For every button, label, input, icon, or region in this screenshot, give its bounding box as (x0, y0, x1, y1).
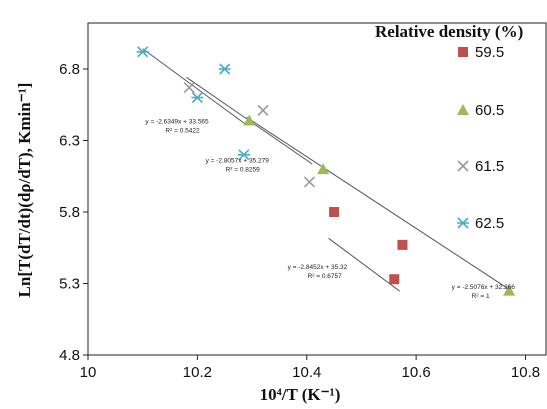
y-tick-label: 6.8 (59, 61, 80, 78)
x-tick-label: 10 (80, 364, 97, 381)
legend-title: Relative density (%) (375, 22, 523, 41)
trendline-equation: y = -2.8452x + 35.32 (288, 264, 348, 271)
data-point-59.5 (397, 239, 408, 250)
trendline-60.5 (246, 116, 510, 290)
legend-marker-59.5 (458, 47, 468, 57)
legend-marker-61.5 (457, 160, 469, 172)
legend: 59.5 60.5 61.5 62.5 (457, 44, 504, 232)
plot-area-frame (87, 22, 547, 356)
data-point-62.5 (191, 92, 204, 104)
legend-label: 59.5 (475, 44, 504, 61)
data-point-62.5 (237, 149, 250, 161)
x-axis-title: 10⁴/T (K⁻¹) (260, 385, 341, 404)
legend-marker-62.5 (457, 217, 469, 229)
y-tick-label: 4.8 (59, 347, 80, 364)
trendline-r2: R² = 0.8259 (226, 167, 261, 174)
data-point-61.5 (257, 104, 269, 117)
trendline-r2: R² = 0.5422 (165, 127, 200, 134)
data-point-60.5 (503, 284, 516, 296)
trendline-r2: R² = 1 (472, 293, 490, 300)
legend-label: 62.5 (475, 215, 504, 232)
data-point-60.5 (243, 114, 256, 126)
x-tick-label: 10.4 (292, 364, 321, 381)
legend-marker-60.5 (457, 104, 469, 115)
x-tick-label: 10.2 (183, 364, 212, 381)
y-tick-label: 5.3 (59, 276, 80, 293)
trendline-59.5 (328, 237, 401, 292)
data-point-59.5 (389, 274, 400, 285)
y-tick-label: 6.3 (59, 133, 80, 150)
trendline-equation: y = -2.6349x + 33.565 (145, 118, 209, 125)
trendline-62.5 (142, 48, 247, 126)
data-point-61.5 (183, 82, 195, 94)
trendline-equation: y = -2.8057x + 35.279 (206, 158, 270, 165)
y-axis-title: Ln[T(dT/dt)(dρ/dT), Kmin⁻¹] (15, 83, 34, 298)
y-tick-label: 5.8 (59, 204, 80, 221)
data-point-61.5 (303, 176, 316, 188)
trendline-equation: y = -2.5076x + 32.266 (452, 284, 516, 291)
trendline-r2: R² = 0.6757 (308, 273, 343, 280)
x-tick-label: 10.8 (511, 364, 540, 381)
data-point-59.5 (329, 207, 340, 217)
legend-label: 60.5 (475, 102, 504, 119)
x-tick-label: 10.6 (402, 364, 431, 381)
legend-label: 61.5 (475, 158, 504, 175)
data-point-60.5 (317, 163, 330, 175)
data-point-62.5 (136, 46, 149, 58)
data-point-62.5 (218, 63, 231, 75)
